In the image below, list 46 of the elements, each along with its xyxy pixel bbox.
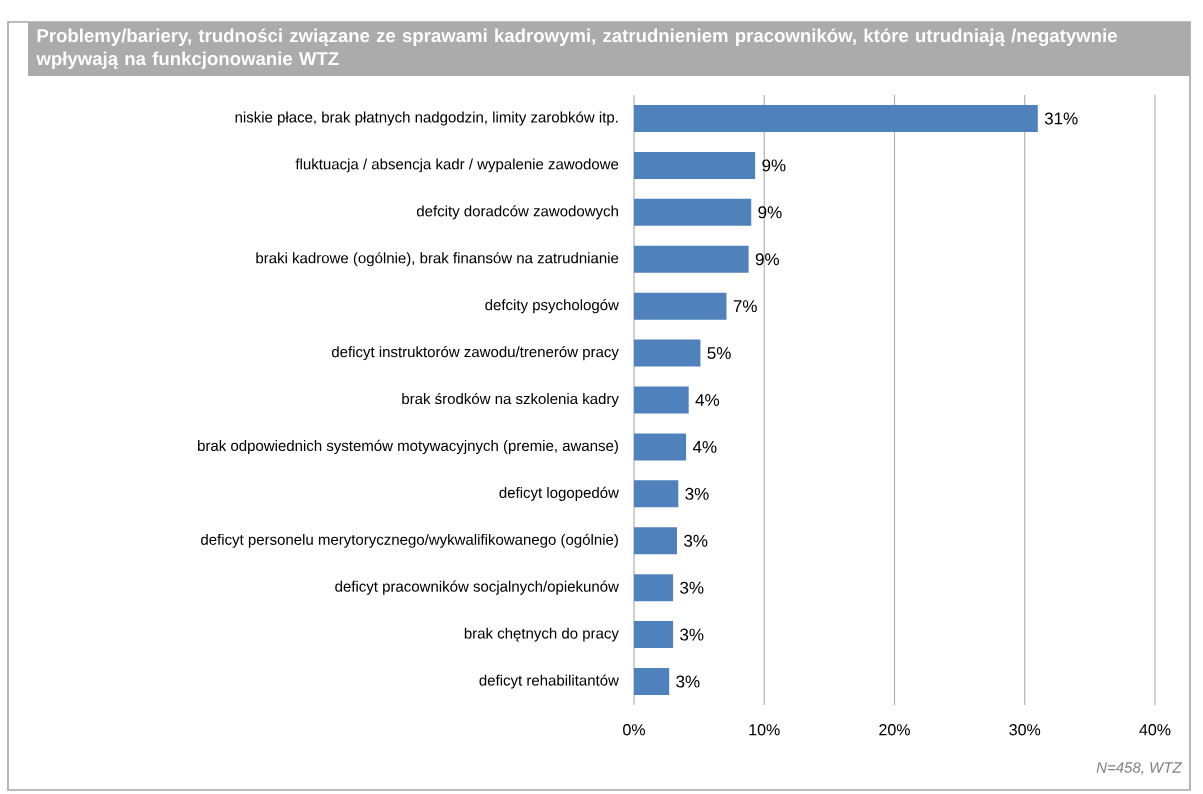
data-label: 3%: [680, 628, 704, 641]
bar: [634, 621, 674, 649]
x-tick-label: 30%: [1009, 724, 1041, 736]
x-tick-label: 40%: [1139, 724, 1171, 736]
bar: [634, 151, 756, 179]
y-tick-label: deficyt rehabilitantów: [479, 674, 619, 689]
bar: [634, 527, 677, 555]
data-label: 5%: [707, 347, 731, 360]
data-label: 9%: [762, 159, 786, 172]
y-tick-label: defcity doradców zawodowych: [416, 205, 618, 220]
data-label: 4%: [692, 440, 717, 453]
data-label: 31%: [1044, 112, 1078, 125]
bar: [634, 433, 687, 461]
y-tick-label: braki kadrowe (ogólnie), brak finansów na zatrudnianie: [256, 252, 619, 267]
bar: [634, 198, 752, 226]
y-tick-label: defcity psychologów: [485, 299, 619, 314]
y-tick-label: brak środków na szkolenia kadry: [402, 392, 619, 408]
y-tick-label: deficyt instruktorów zawodu/trenerów pracy: [331, 346, 619, 361]
y-tick-label: deficyt pracowników socjalnych/opiekunów: [335, 580, 619, 595]
data-label: 3%: [685, 487, 709, 500]
y-tick-label: brak odpowiednich systemów motywacyjnych (premie, awanse): [198, 439, 618, 454]
data-label: 4%: [695, 394, 720, 406]
bar: [634, 339, 701, 367]
data-label: 3%: [676, 675, 700, 688]
y-tick-label: brak chętnych do pracy: [464, 627, 619, 642]
data-label: 3%: [680, 581, 704, 594]
data-label: 9%: [755, 253, 779, 266]
x-tick-label: 10%: [749, 724, 780, 736]
data-label: 3%: [684, 534, 708, 547]
x-tick-label: 0%: [623, 724, 645, 736]
bar: [634, 292, 727, 320]
y-tick-label: deficyt logopedów: [499, 486, 619, 501]
bar: [634, 104, 1038, 132]
data-label: 9%: [758, 206, 782, 219]
chart-title: Problemy/bariery, trudności związane ze sprawami kadrowymi, zatrudnieniem pracowników, które utrudniają /negatywnie wpływają na funkcjonowanie WTZ: [36, 28, 1117, 69]
y-tick-label: niskie płace, brak płatnych nadgodzin, limity zarobków itp.: [235, 111, 618, 126]
bar: [634, 386, 689, 414]
y-tick-label: deficyt personelu merytorycznego/wykwalifikowanego (ogólnie): [201, 533, 618, 548]
bar: [634, 245, 749, 273]
bar: [634, 668, 670, 696]
x-tick-label: 20%: [879, 724, 910, 736]
y-tick-label: fluktuacja / absencja kadr / wypalenie zawodowe: [295, 158, 619, 173]
data-label: 7%: [733, 300, 757, 313]
bar: [634, 480, 679, 508]
bar: [634, 574, 674, 602]
text: N=458, WTZ: [1096, 762, 1182, 775]
